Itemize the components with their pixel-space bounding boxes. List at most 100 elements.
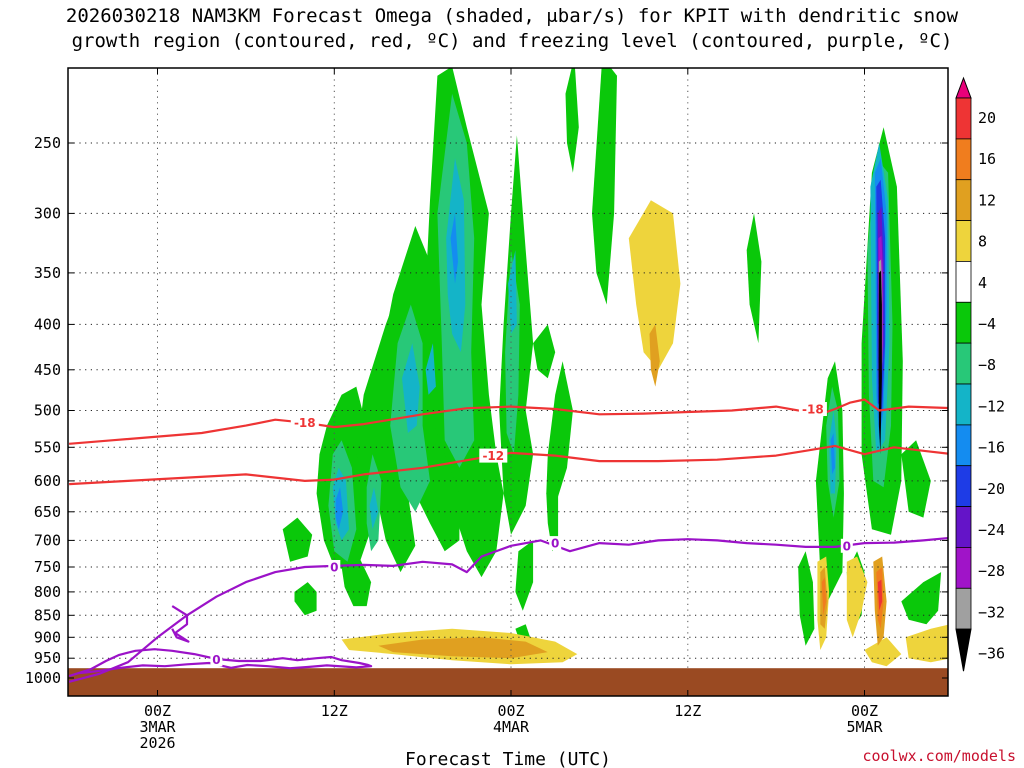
x-tick-label: 00Z xyxy=(851,702,878,720)
x-tick-label: 00Z xyxy=(497,702,524,720)
omega-region-40 xyxy=(830,433,835,475)
y-tick-label: 400 xyxy=(34,315,61,333)
contour-label: -18 xyxy=(294,416,316,430)
y-tick-label: 750 xyxy=(34,558,61,576)
omega-region-13 xyxy=(746,213,762,344)
x-tick-label: 2026 xyxy=(139,734,175,752)
contour-label-bg xyxy=(549,536,562,551)
colorbar-label: −4 xyxy=(978,315,996,333)
watermark: coolwx.com/models xyxy=(862,747,1016,765)
omega-region-50 xyxy=(905,624,948,663)
omega-region-48 xyxy=(846,556,868,638)
omega-region-55 xyxy=(649,324,660,387)
contour-label: 0 xyxy=(551,537,559,551)
omega-region-38 xyxy=(335,487,344,530)
x-tick-label: 4MAR xyxy=(493,718,530,736)
colorbar-label: −32 xyxy=(978,603,1005,621)
y-tick-label: 1000 xyxy=(25,669,61,687)
contour-label: 0 xyxy=(843,539,851,553)
y-tick-label: 650 xyxy=(34,503,61,521)
omega-region-6 xyxy=(356,304,416,573)
contour-label-bg xyxy=(840,538,853,553)
x-tick-label: 3MAR xyxy=(139,718,176,736)
y-tick-label: 850 xyxy=(34,606,61,624)
contour-label-bg xyxy=(210,652,223,667)
dotted-grid xyxy=(68,68,948,696)
colorbar-label: 12 xyxy=(978,191,996,209)
omega-region-57 xyxy=(821,577,827,616)
x-axis-label: Forecast Time (UTC) xyxy=(405,749,611,768)
contour-labels: -18 -12 -18 0 0 0 0 xyxy=(210,402,853,667)
colorbar-label: 16 xyxy=(978,150,996,168)
omega-region-7 xyxy=(282,517,313,562)
contour-lines xyxy=(68,398,948,683)
colorbar-label: −12 xyxy=(978,397,1005,415)
colorbar-swatch xyxy=(955,424,972,467)
colorbar-swatch xyxy=(955,260,972,303)
contour-label: -12 xyxy=(482,449,504,463)
colorbar-swatch xyxy=(955,383,972,426)
colorbar-swatch xyxy=(955,179,972,221)
colorbar-label: −8 xyxy=(978,356,996,374)
colorbar-label: −36 xyxy=(978,645,1005,663)
omega-region-10 xyxy=(515,540,534,611)
colorbar-top-arrow xyxy=(955,76,972,99)
colorbar-label: −20 xyxy=(978,480,1005,498)
colorbar-label: 4 xyxy=(978,274,987,292)
omega-region-58 xyxy=(877,579,883,611)
colorbar-swatch xyxy=(955,506,972,548)
contour--12-line-1 xyxy=(69,444,948,486)
contour-label-bg xyxy=(479,448,508,463)
chart-title: 2026030218 NAM3KM Forecast Omega (shaded… xyxy=(0,4,1024,54)
colorbar-label: −16 xyxy=(978,439,1005,457)
colorbar-swatch xyxy=(955,465,972,508)
contour-label-bg xyxy=(328,560,341,574)
omega-region-3 xyxy=(533,324,556,379)
ground-layer xyxy=(68,668,948,696)
y-tick-label: 250 xyxy=(34,134,61,152)
y-tick-label: 900 xyxy=(34,628,61,646)
omega-region-47 xyxy=(628,200,681,370)
omega-region-14 xyxy=(546,467,559,552)
ground-fill xyxy=(68,668,948,696)
colorbar: 20 16 12 8 4 −4 −8 −12 −16 −20 −24 −28 −32 −36 xyxy=(955,76,1005,672)
colorbar-swatch xyxy=(955,342,972,385)
colorbar-swatch xyxy=(955,97,972,140)
y-axis-ticks: 250 300 350 400 450 500 550 600 650 700 750 800 850 9… xyxy=(25,134,948,687)
contour-0-line-2 xyxy=(68,536,948,683)
y-tick-label: 550 xyxy=(34,438,61,456)
title-line-2: growth region (contoured, red, ºC) and f… xyxy=(71,30,953,52)
omega-region-39 xyxy=(450,213,458,284)
contour-label-bg xyxy=(290,415,319,430)
omega-region-30 xyxy=(402,343,420,433)
omega-region-52 xyxy=(378,637,548,659)
omega-region-45 xyxy=(878,270,882,455)
title-line-1: 2026030218 NAM3KM Forecast Omega (shaded… xyxy=(65,5,959,27)
plot-frame xyxy=(67,67,949,697)
colorbar-swatch xyxy=(955,301,972,344)
contour-label: 0 xyxy=(212,653,220,667)
y-tick-label: 700 xyxy=(34,531,61,549)
y-tick-label: 350 xyxy=(34,264,61,282)
y-tick-label: 500 xyxy=(34,402,61,420)
omega-region-18 xyxy=(901,440,931,518)
y-tick-label: 950 xyxy=(34,649,61,667)
y-tick-label: 450 xyxy=(34,361,61,379)
contour-label: -18 xyxy=(802,403,824,417)
contour-0-line-3 xyxy=(68,648,373,678)
colorbar-label: −28 xyxy=(978,562,1005,580)
colorbar-label: 20 xyxy=(978,109,996,127)
contour-label-bg xyxy=(798,402,827,416)
x-tick-label: 12Z xyxy=(321,702,348,720)
x-tick-label: 00Z xyxy=(144,702,171,720)
omega-shading xyxy=(282,68,948,667)
omega-region-12 xyxy=(565,68,579,173)
contour-label: 0 xyxy=(330,561,338,575)
omega-region-20 xyxy=(798,551,815,646)
x-tick-label: 12Z xyxy=(674,702,701,720)
omega-region-8 xyxy=(294,582,317,616)
x-tick-label: 5MAR xyxy=(846,718,883,736)
colorbar-label: −24 xyxy=(978,521,1005,539)
